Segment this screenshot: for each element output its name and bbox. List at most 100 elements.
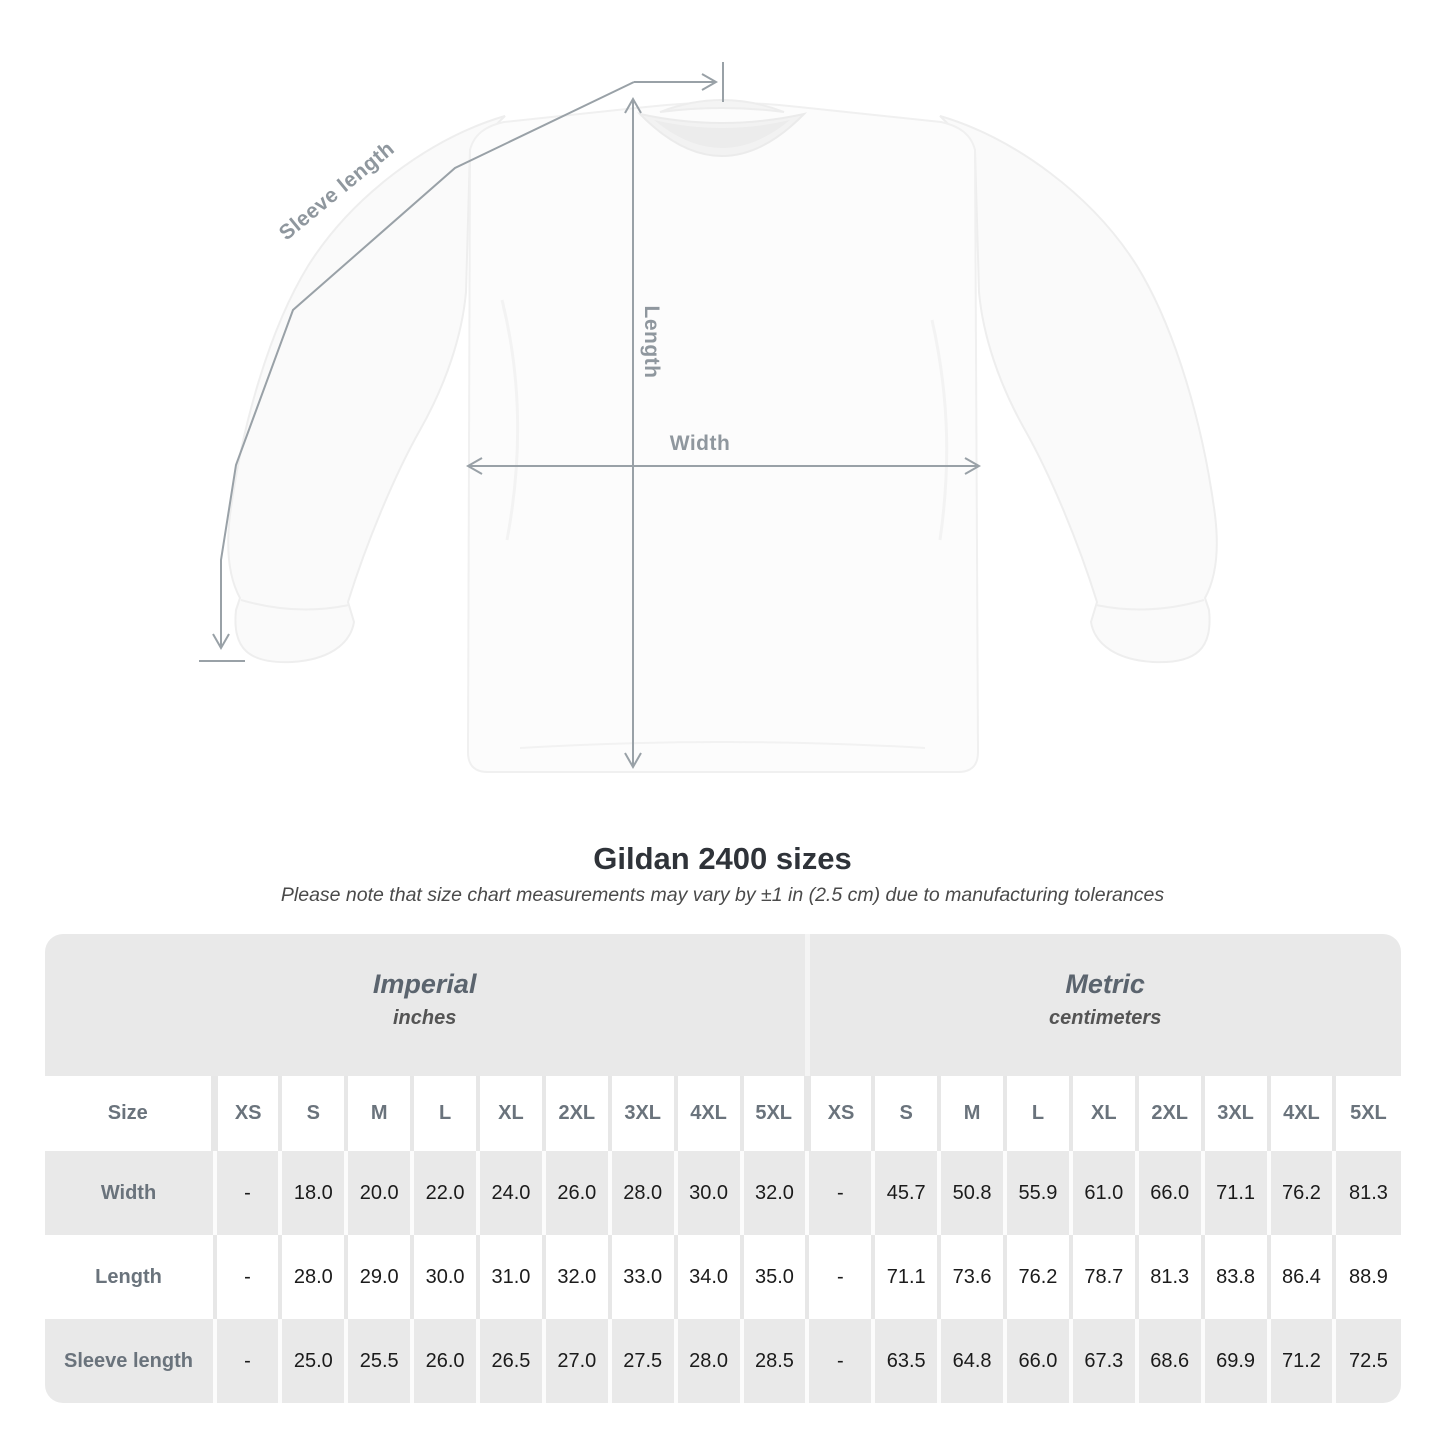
size-header-imperial: 4XL — [673, 1076, 742, 1152]
value-cell: 26.0 — [410, 1319, 478, 1404]
imperial-title: Imperial — [372, 968, 477, 999]
shirt-left-cuff-seam — [240, 599, 350, 611]
size-header-metric: XS — [803, 1076, 874, 1152]
size-header-metric: S — [871, 1076, 940, 1152]
size-header-metric: 4XL — [1266, 1076, 1335, 1152]
value-cell: 28.5 — [739, 1319, 808, 1404]
value-cell: 33.0 — [607, 1235, 676, 1320]
shirt-right-sleeve — [939, 115, 1218, 664]
row-label: Width — [100, 1181, 157, 1204]
shirt-body — [466, 101, 980, 773]
length-arrow-down-icon — [624, 752, 642, 770]
size-header-imperial: S — [278, 1076, 347, 1152]
value-cell: 71.1 — [871, 1235, 940, 1320]
shirt-right-cuff-seam — [1095, 599, 1205, 611]
size-header-imperial: 5XL — [739, 1076, 808, 1152]
width-arrow-left-icon — [465, 457, 483, 475]
value-cell: 69.9 — [1200, 1319, 1269, 1404]
value-cell: 32.0 — [541, 1235, 610, 1320]
size-header-row: Size XS S M L XL 2XL 3XL 4XL 5XL XS S M L XL 2XL 3XL 4XL… — [44, 1076, 1401, 1152]
size-header-metric: 5XL — [1332, 1076, 1401, 1152]
shirt-measurement-diagram: Sleeve length Length Width — [199, 62, 1218, 773]
size-column-header: Size — [107, 1102, 148, 1125]
shirt-back-collar — [659, 99, 785, 113]
value-cell: 27.5 — [607, 1319, 676, 1404]
size-header-metric: 3XL — [1200, 1076, 1269, 1152]
row-label: Sleeve length — [64, 1349, 193, 1372]
value-cell: 50.8 — [937, 1151, 1005, 1236]
value-cell: 76.2 — [1266, 1151, 1335, 1236]
metric-title: Metric — [1065, 968, 1145, 999]
value-cell: 76.2 — [1003, 1235, 1071, 1320]
value-cell: 32.0 — [739, 1151, 808, 1236]
size-header-imperial: 3XL — [607, 1076, 676, 1152]
value-cell: - — [212, 1319, 281, 1404]
value-cell: 31.0 — [476, 1235, 544, 1320]
value-cell: 55.9 — [1003, 1151, 1071, 1236]
value-cell: 25.0 — [278, 1319, 347, 1404]
value-cell: 22.0 — [410, 1151, 478, 1236]
value-cell: 64.8 — [937, 1319, 1005, 1404]
length-arrow-up-icon — [624, 96, 642, 114]
heading: Gildan 2400 sizes Please note that size … — [0, 840, 1445, 907]
value-cell: 35.0 — [739, 1235, 808, 1320]
imperial-subtitle: inches — [393, 1006, 457, 1029]
value-cell: 25.5 — [344, 1319, 413, 1404]
metric-subtitle: centimeters — [1049, 1006, 1162, 1029]
size-header-metric: 2XL — [1134, 1076, 1203, 1152]
sleeve-length-line — [220, 81, 635, 646]
value-cell: 26.5 — [476, 1319, 544, 1404]
value-cell: 30.0 — [410, 1235, 478, 1320]
value-cell: 66.0 — [1134, 1151, 1203, 1236]
value-cell: - — [805, 1319, 874, 1404]
page-title: Gildan 2400 sizes — [593, 841, 852, 876]
size-table-grid: Imperial inches Metric centimeters Size … — [44, 934, 1401, 1404]
value-cell: 68.6 — [1134, 1319, 1203, 1404]
length-label: Length — [640, 306, 663, 379]
size-table: Imperial inches Metric centimeters Size … — [44, 934, 1401, 1404]
unit-header-row: Imperial inches Metric centimeters — [44, 934, 1401, 1077]
metric-header: Metric centimeters — [804, 934, 1401, 1077]
value-cell: 18.0 — [278, 1151, 347, 1236]
width-label: Width — [670, 432, 731, 455]
value-cell: 73.6 — [937, 1235, 1005, 1320]
value-cell: 61.0 — [1068, 1151, 1137, 1236]
value-cell: 63.5 — [871, 1319, 940, 1404]
value-cell: 67.3 — [1068, 1319, 1137, 1404]
value-cell: 24.0 — [476, 1151, 544, 1236]
value-cell: 20.0 — [344, 1151, 413, 1236]
width-arrow-right-icon — [964, 457, 982, 475]
size-header-imperial: M — [344, 1076, 413, 1152]
size-table-row: Length -28.0 29.0 30.0 31.0 32.0 33.0 34.0 35.0-… — [44, 1235, 1401, 1320]
sleeve-length-arrow-down-icon — [212, 633, 230, 651]
shirt-fold — [930, 319, 949, 541]
value-cell: 81.3 — [1134, 1235, 1203, 1320]
sleeve-length-arrow-right-icon — [701, 73, 719, 91]
value-cell: 28.0 — [278, 1235, 347, 1320]
size-header-metric: M — [937, 1076, 1005, 1152]
row-label: Length — [95, 1265, 162, 1288]
size-header-metric: XL — [1068, 1076, 1137, 1152]
size-header-imperial: 2XL — [541, 1076, 610, 1152]
value-cell: 29.0 — [344, 1235, 413, 1320]
value-cell: - — [805, 1151, 874, 1236]
value-cell: 83.8 — [1200, 1235, 1269, 1320]
value-cell: 28.0 — [607, 1151, 676, 1236]
value-cell: 71.1 — [1200, 1151, 1269, 1236]
value-cell: - — [212, 1151, 281, 1236]
size-table-row: Width -18.0 20.0 22.0 24.0 26.0 28.0 30.0 32.0-4… — [44, 1151, 1401, 1236]
value-cell: - — [212, 1235, 281, 1320]
size-header-imperial: XL — [476, 1076, 544, 1152]
value-cell: 72.5 — [1332, 1319, 1401, 1404]
value-cell: - — [805, 1235, 874, 1320]
imperial-header: Imperial inches — [44, 934, 808, 1077]
size-header-imperial: L — [410, 1076, 478, 1152]
value-cell: 30.0 — [673, 1151, 742, 1236]
shirt-fold — [500, 299, 520, 541]
value-cell: 66.0 — [1003, 1319, 1071, 1404]
shirt-neck-shadow — [654, 120, 790, 148]
size-header-imperial: XS — [211, 1076, 281, 1152]
value-cell: 27.0 — [541, 1319, 610, 1404]
size-header-metric: L — [1003, 1076, 1071, 1152]
